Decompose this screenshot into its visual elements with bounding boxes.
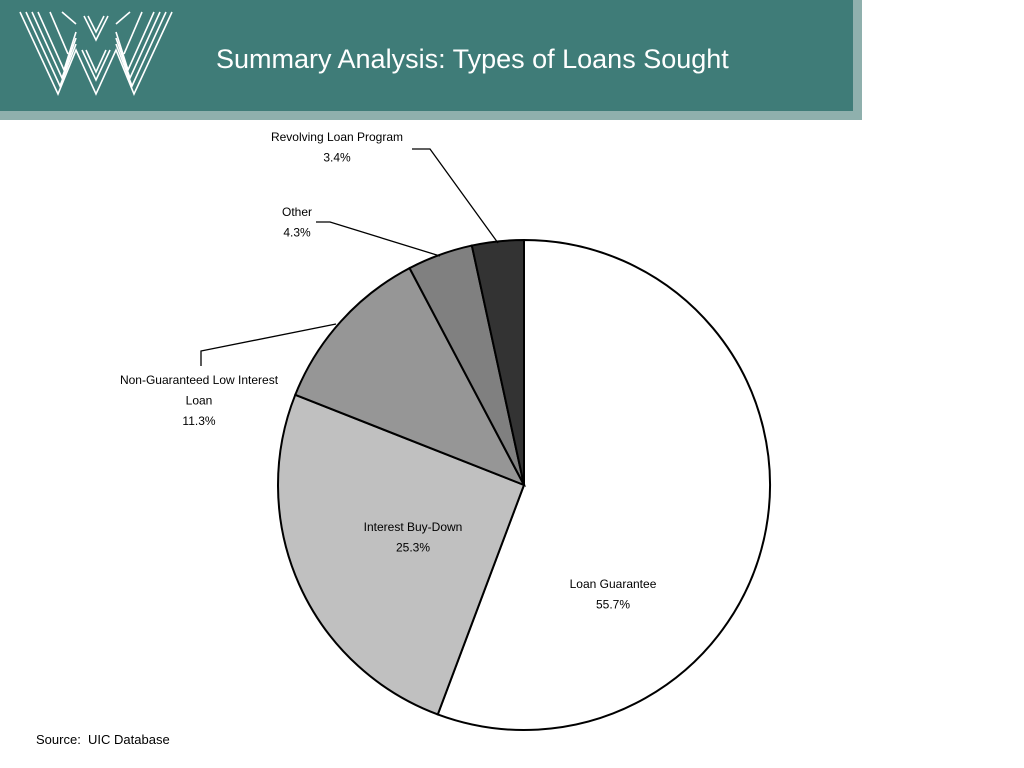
- header-banner: Summary Analysis: Types of Loans Sought: [0, 0, 853, 111]
- slice-value-loan-guarantee: 55.7%: [596, 598, 630, 612]
- pie-slice-interest-buy-down: [277, 393, 526, 716]
- pie-slice-revolving-loan-program: [470, 238, 525, 486]
- logo-icon: [19, 11, 173, 96]
- slice-value-non-guaranteed-low-interest-loan: 11.3%: [182, 414, 215, 428]
- pie-slice-non-guaranteed-low-interest-loan: [293, 266, 527, 487]
- slice-value-interest-buy-down: 25.3%: [396, 541, 430, 555]
- page-title: Summary Analysis: Types of Loans Sought: [216, 44, 729, 74]
- slice-label-other: Other: [282, 205, 312, 219]
- slice-label-non-guaranteed-low-interest-loan: Non-Guaranteed Low Interest: [120, 373, 279, 387]
- leader-line-other: [316, 221, 441, 257]
- source-note: Source: UIC Database: [36, 732, 170, 747]
- slice-label-non-guaranteed-low-interest-loan: Loan: [186, 394, 213, 408]
- slice-label-revolving-loan-program: Revolving Loan Program: [271, 130, 403, 144]
- leader-line-revolving-loan-program: [412, 148, 499, 244]
- pie-slice-loan-guarantee: [436, 238, 771, 731]
- slice-value-revolving-loan-program: 3.4%: [323, 151, 351, 165]
- leader-line-non-guaranteed-low-interest-loan: [200, 323, 337, 366]
- slice-value-other: 4.3%: [283, 226, 311, 240]
- slice-label-loan-guarantee: Loan Guarantee: [570, 577, 657, 591]
- slice-label-interest-buy-down: Interest Buy-Down: [364, 520, 463, 534]
